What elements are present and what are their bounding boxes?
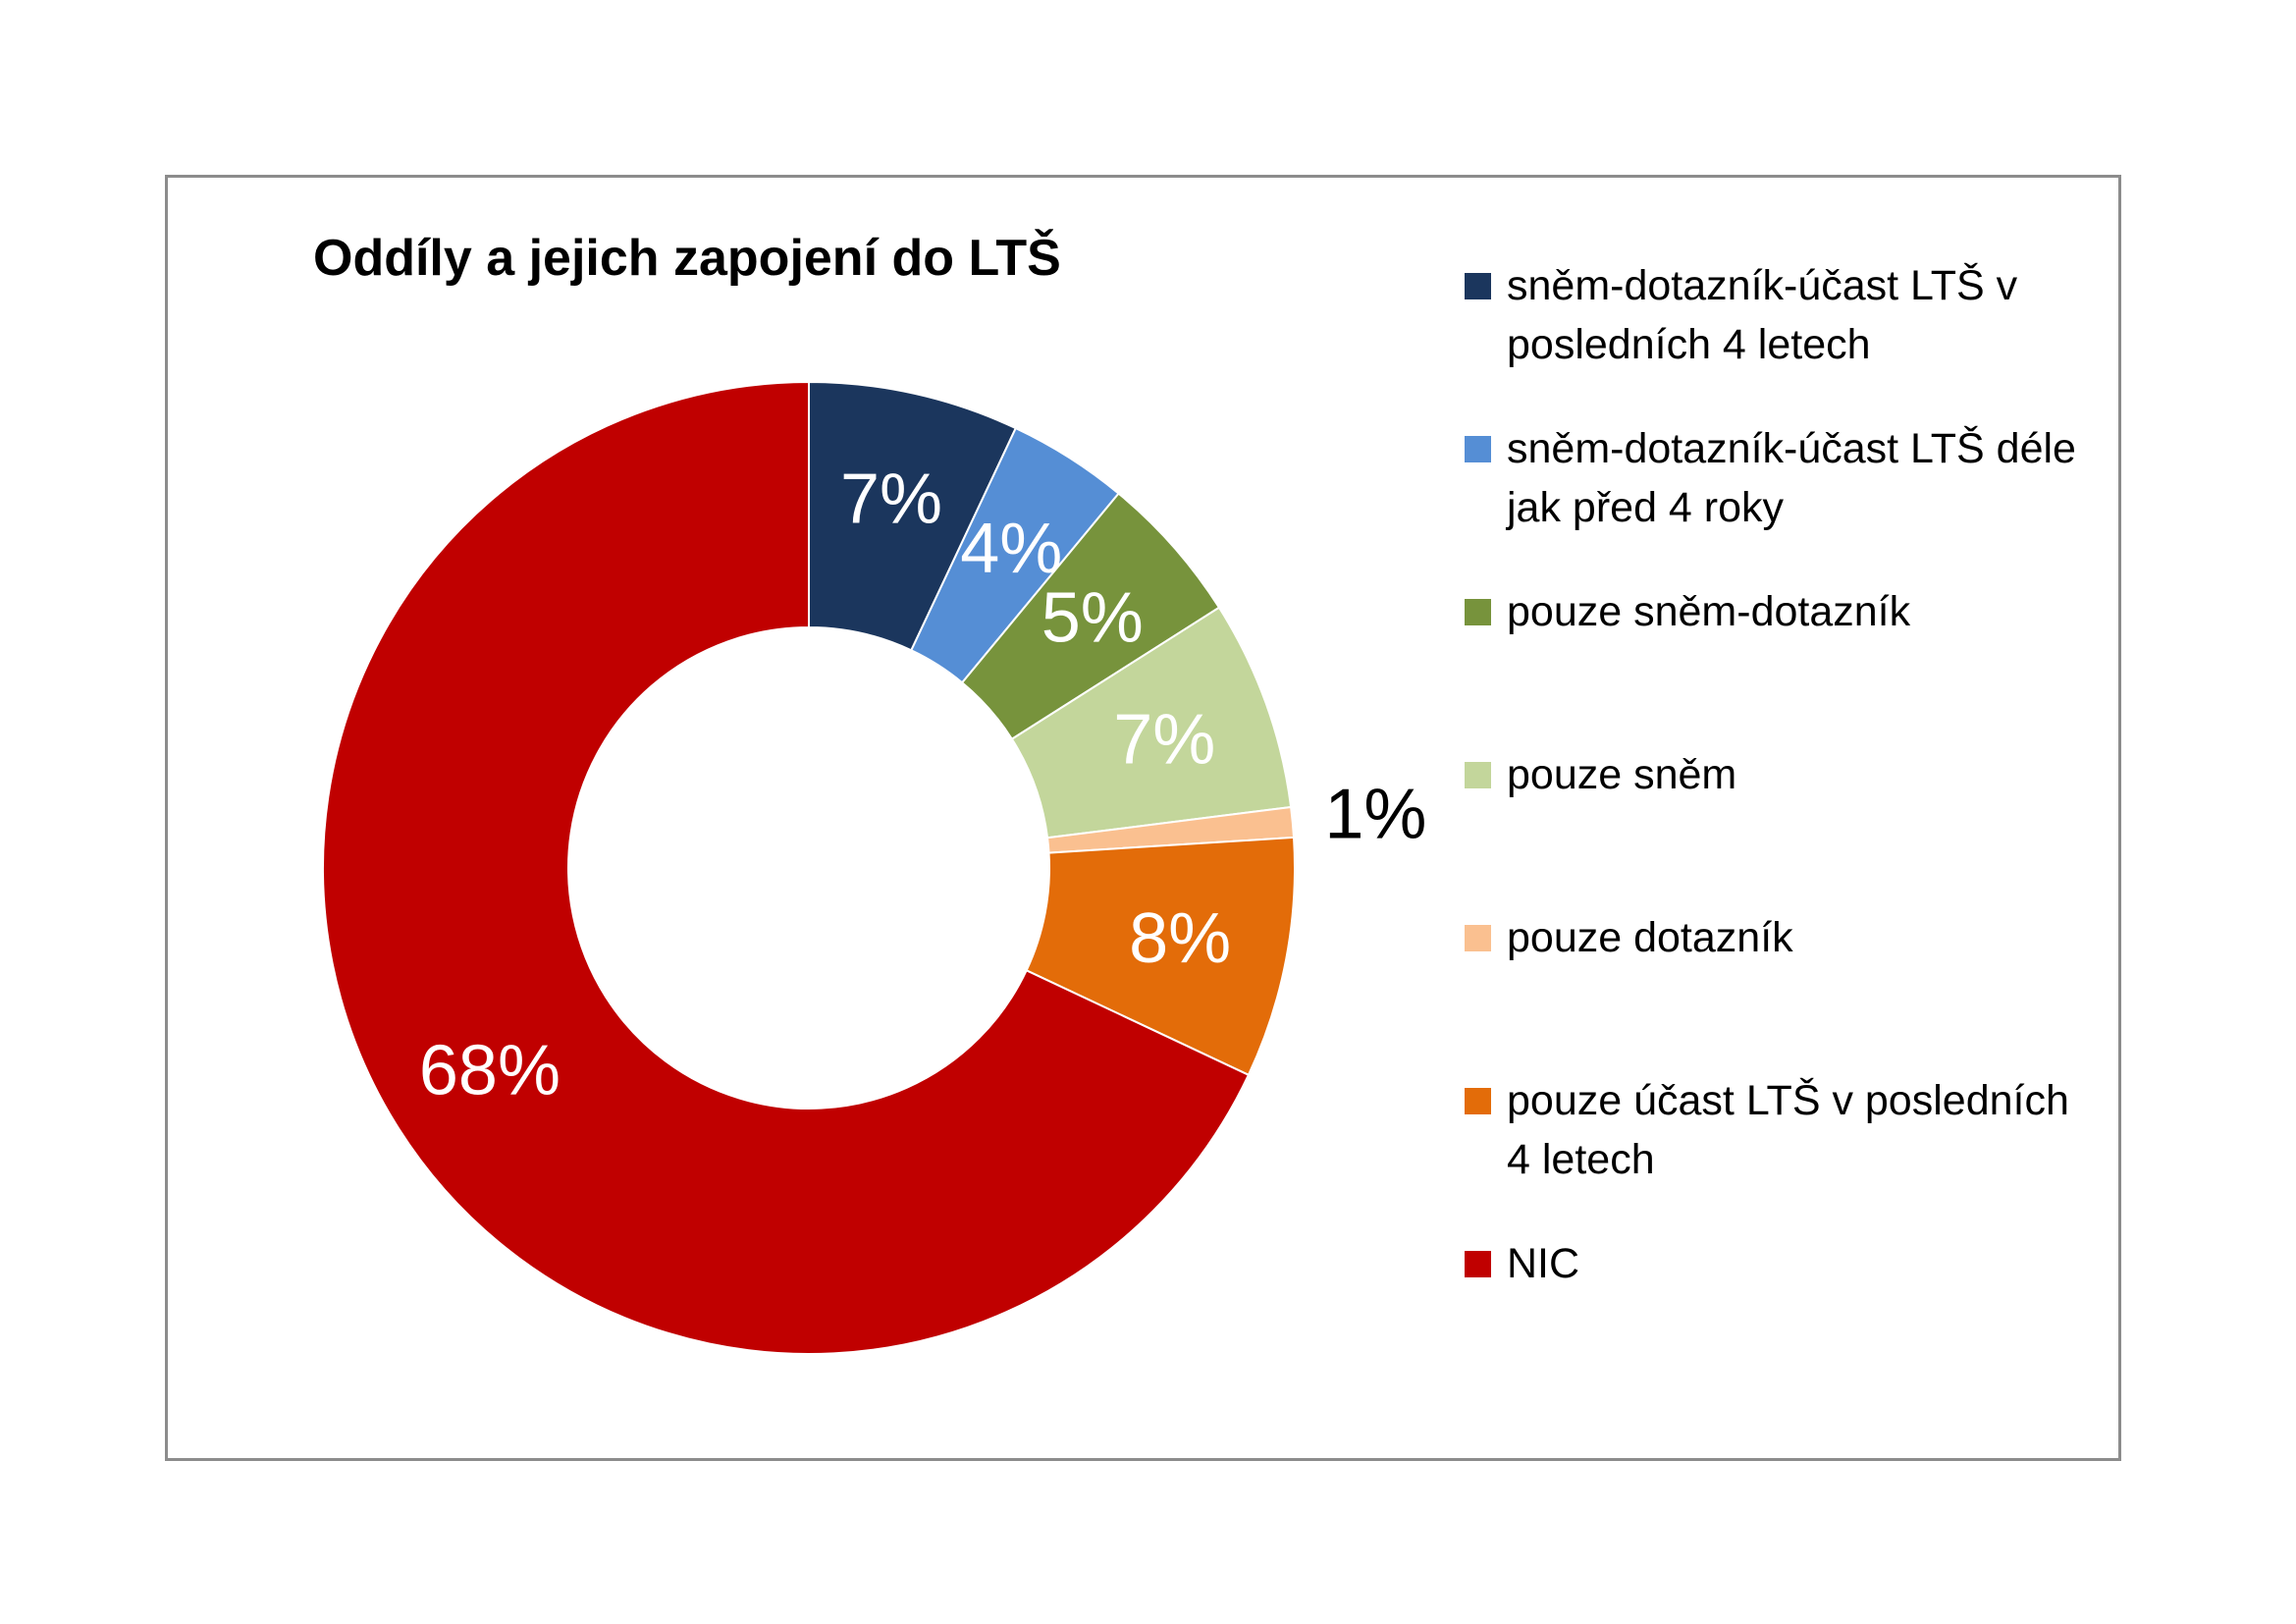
legend-label: NIC: [1507, 1240, 1580, 1287]
legend-swatch: [1465, 925, 1491, 951]
data-label-3: 7%: [1113, 701, 1215, 780]
chart-area: Oddíly a jejich zapojení do LTŠ 7% 4% 5% 7%…: [165, 175, 2121, 1461]
legend-label: pouze dotazník: [1507, 914, 1793, 961]
legend-swatch: [1465, 1251, 1491, 1277]
donut-slice-6: [322, 380, 1251, 1355]
legend-label: pouze sněm-dotazník: [1507, 588, 1911, 635]
legend-label: sněm-dotazník-účast LTŠ v posledních 4 l…: [1507, 262, 2018, 368]
legend-swatch: [1465, 1088, 1491, 1114]
legend-swatch: [1465, 273, 1491, 299]
legend-swatch: [1465, 762, 1491, 788]
legend-swatch: [1465, 599, 1491, 625]
data-label-1: 4%: [960, 510, 1062, 588]
legend-label: pouze účast LTŠ v posledních 4 letech: [1507, 1077, 2069, 1183]
legend-label: pouze sněm: [1507, 751, 1737, 798]
chart-title: Oddíly a jejich zapojení do LTŠ: [313, 230, 1061, 287]
legend-label: sněm-dotazník-účast LTŠ déle jak před 4 …: [1507, 425, 2076, 531]
data-label-0: 7%: [840, 460, 942, 538]
data-label-4: 1%: [1324, 775, 1426, 853]
donut-chart: 7%4%5%7%1%8%68%: [322, 380, 1426, 1355]
data-label-2: 5%: [1041, 578, 1144, 657]
legend-swatch: [1465, 436, 1491, 462]
data-label-5: 8%: [1129, 899, 1231, 978]
data-label-6: 68%: [419, 1031, 561, 1110]
